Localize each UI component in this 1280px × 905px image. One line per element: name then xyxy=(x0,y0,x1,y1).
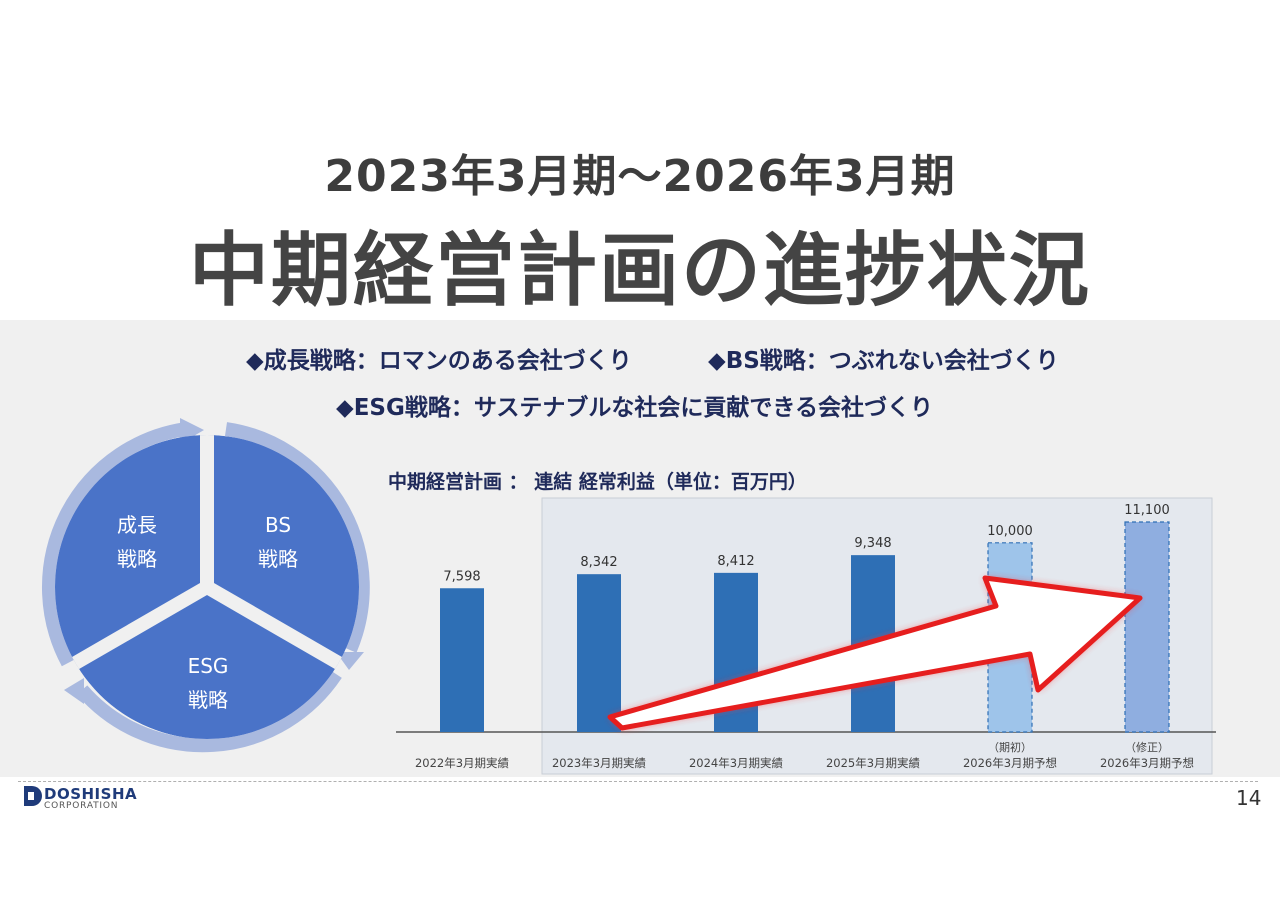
logo-wordmark: DOSHISHA xyxy=(44,785,138,803)
diamond-bullet-icon: ◆ xyxy=(708,348,726,374)
page-number: 14 xyxy=(1236,786,1262,810)
chart-title: 中期経営計画 ： 連結 経常利益（単位：百万円） xyxy=(388,471,807,493)
diamond-bullet-icon: ◆ xyxy=(246,348,264,374)
segment-label: ESG xyxy=(188,654,229,678)
bar-1 xyxy=(440,588,484,732)
segment-label: BS xyxy=(265,513,291,537)
category-note-label: （期初） xyxy=(988,740,1032,754)
cycle-arrow-icon xyxy=(64,678,84,704)
bar-value-label: 10,000 xyxy=(987,524,1033,539)
segment-label: 戦略 xyxy=(188,688,228,712)
segment-label: 成長 xyxy=(117,513,157,537)
page-title: 中期経営計画の進捗状況 xyxy=(189,224,1091,317)
cycle-arrow-icon xyxy=(336,652,364,670)
strategy-growth: ◆成長戦略：ロマンのある会社づくり xyxy=(246,341,632,375)
bar-2 xyxy=(577,574,621,732)
category-label: 2025年3月期実績 xyxy=(826,756,921,770)
bar-value-label: 9,348 xyxy=(854,536,891,551)
bar-6 xyxy=(1124,521,1170,733)
bar-value-label: 11,100 xyxy=(1124,503,1170,518)
bar-value-label: 7,598 xyxy=(443,569,480,584)
logo-subtext: CORPORATION xyxy=(44,801,119,811)
diamond-bullet-icon: ◆ xyxy=(336,395,354,421)
segment-label: 戦略 xyxy=(258,547,298,571)
cycle-ring-arc xyxy=(224,422,370,653)
category-label: 2026年3月期予想 xyxy=(1100,756,1194,770)
bar-value-label: 8,412 xyxy=(717,554,754,569)
strategy-esg: ◆ESG戦略：サステナブルな社会に貢献できる会社づくり xyxy=(336,388,933,422)
footer-divider xyxy=(18,781,1258,782)
strategy-text: BS戦略：つぶれない会社づくり xyxy=(725,348,1059,374)
category-label: 2022年3月期実績 xyxy=(415,756,510,770)
strategy-bs: ◆BS戦略：つぶれない会社づくり xyxy=(708,341,1059,375)
doshisha-logo-icon xyxy=(24,786,42,806)
pie-divider xyxy=(56,580,211,679)
category-label: 2024年3月期実績 xyxy=(689,756,784,770)
period-subtitle: 2023年3月期～2026年3月期 xyxy=(324,151,956,202)
segment-label: 戦略 xyxy=(117,547,157,571)
category-note-label: （修正） xyxy=(1125,740,1169,754)
growth-arrow-icon xyxy=(607,575,1143,731)
pie-divider xyxy=(203,580,358,679)
strategy-text: 成長戦略：ロマンのある会社づくり xyxy=(263,348,632,374)
cycle-ring-arc xyxy=(42,422,188,667)
category-label: 2023年3月期実績 xyxy=(552,756,647,770)
strategy-text: ESG戦略：サステナブルな社会に貢献できる会社づくり xyxy=(353,395,933,421)
category-label: 2026年3月期予想 xyxy=(963,756,1057,770)
cycle-ring-arc xyxy=(76,670,342,753)
bar-value-label: 8,342 xyxy=(580,555,617,570)
